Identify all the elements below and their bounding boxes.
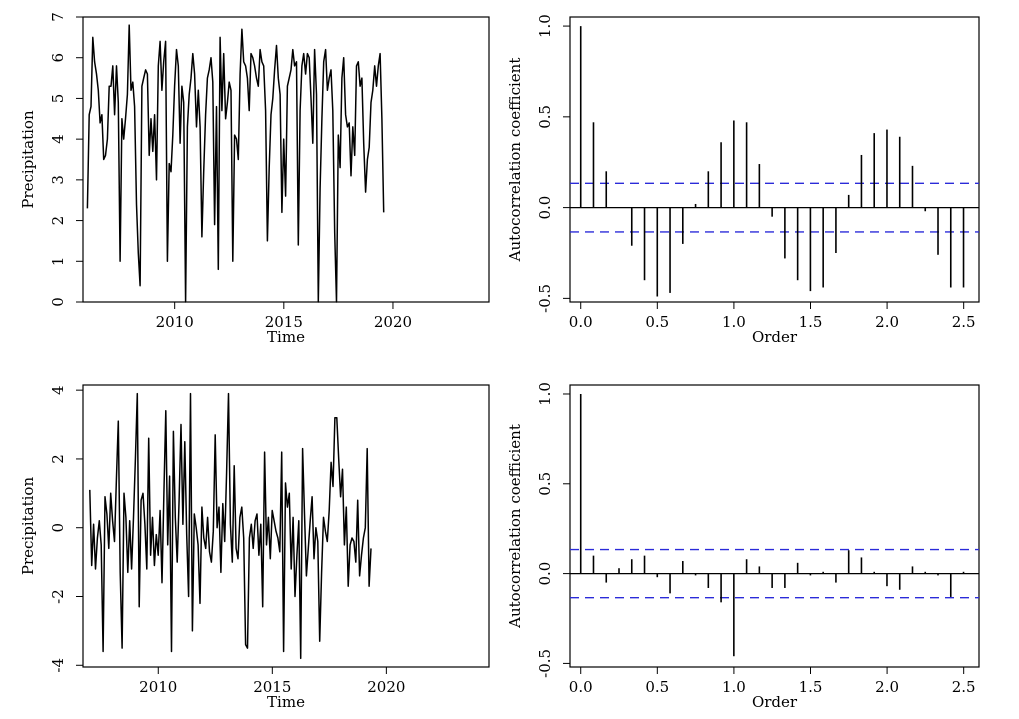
x-axis-title: Order [752, 693, 798, 711]
y-tick-label: 1 [49, 257, 67, 267]
y-tick-label: 6 [49, 53, 67, 63]
x-tick-label: 0.5 [645, 313, 669, 331]
x-axis-title: Order [752, 328, 798, 346]
x-tick-label: 2.0 [875, 678, 899, 696]
y-tick-label: 1.0 [536, 14, 554, 38]
plot-frame [82, 16, 490, 303]
acf-plot-differenced: 0.0 0.5 1.0 1.5 2.0 2.5 -0.5 0.0 0.5 1.0 Order Auto… [506, 382, 980, 711]
series-line [89, 392, 372, 660]
y-tick-label: -0.5 [536, 649, 554, 678]
series-line [86, 24, 385, 303]
x-tick-label: 2010 [156, 313, 194, 331]
y-tick-label: 4 [49, 134, 67, 144]
y-tick-label: 0.5 [536, 472, 554, 496]
x-tick-label: 0.0 [569, 678, 593, 696]
y-tick-label: 0.0 [536, 562, 554, 586]
y-tick-label: 0.5 [536, 105, 554, 129]
plot-frame [569, 16, 980, 303]
y-tick-label: 2 [49, 216, 67, 226]
y-axis-title: Precipitation [19, 110, 37, 209]
precipitation-time-series-raw: 2010 2015 2020 0 1 2 3 4 5 6 7 Time Precipitation [19, 12, 490, 346]
y-tick-label: 0 [49, 523, 67, 533]
x-tick-label: 2.5 [952, 313, 976, 331]
x-tick-label: 2020 [367, 678, 405, 696]
precipitation-time-series-differenced: 2010 2015 2020 -4 -2 0 2 4 Time Precipitation [19, 384, 490, 711]
y-axis-title: Autocorrelation coefficient [506, 424, 524, 629]
y-tick-label: 5 [49, 94, 67, 104]
plot-frame [82, 384, 490, 668]
y-axis-title: Precipitation [19, 477, 37, 576]
x-axis-title: Time [267, 693, 305, 711]
y-tick-label: 7 [49, 12, 67, 22]
y-tick-label: -0.5 [536, 284, 554, 313]
y-tick-label: 3 [49, 175, 67, 185]
x-tick-label: 0.0 [569, 313, 593, 331]
x-tick-label: 2.5 [952, 678, 976, 696]
x-tick-label: 1.0 [722, 678, 746, 696]
y-tick-label: -2 [49, 589, 67, 604]
x-tick-label: 1.5 [799, 678, 823, 696]
y-tick-label: 0.0 [536, 196, 554, 220]
x-tick-label: 2010 [139, 678, 177, 696]
y-tick-label: 0 [49, 297, 67, 307]
y-tick-label: 2 [49, 454, 67, 464]
y-axis-title: Autocorrelation coefficient [506, 58, 524, 263]
x-tick-label: 1.5 [799, 313, 823, 331]
x-axis-title: Time [267, 328, 305, 346]
x-tick-label: 2.0 [875, 313, 899, 331]
x-tick-label: 0.5 [645, 678, 669, 696]
x-tick-label: 2015 [253, 678, 291, 696]
y-tick-label: 4 [49, 385, 67, 395]
y-tick-label: -4 [49, 658, 67, 673]
x-tick-label: 2020 [374, 313, 412, 331]
plot-frame [569, 384, 980, 668]
acf-plot-raw: 0.0 0.5 1.0 1.5 2.0 2.5 -0.5 0.0 0.5 1.0 Order Auto… [506, 14, 980, 346]
x-tick-label: 1.0 [722, 313, 746, 331]
x-tick-label: 2015 [265, 313, 303, 331]
y-tick-label: 1.0 [536, 382, 554, 406]
